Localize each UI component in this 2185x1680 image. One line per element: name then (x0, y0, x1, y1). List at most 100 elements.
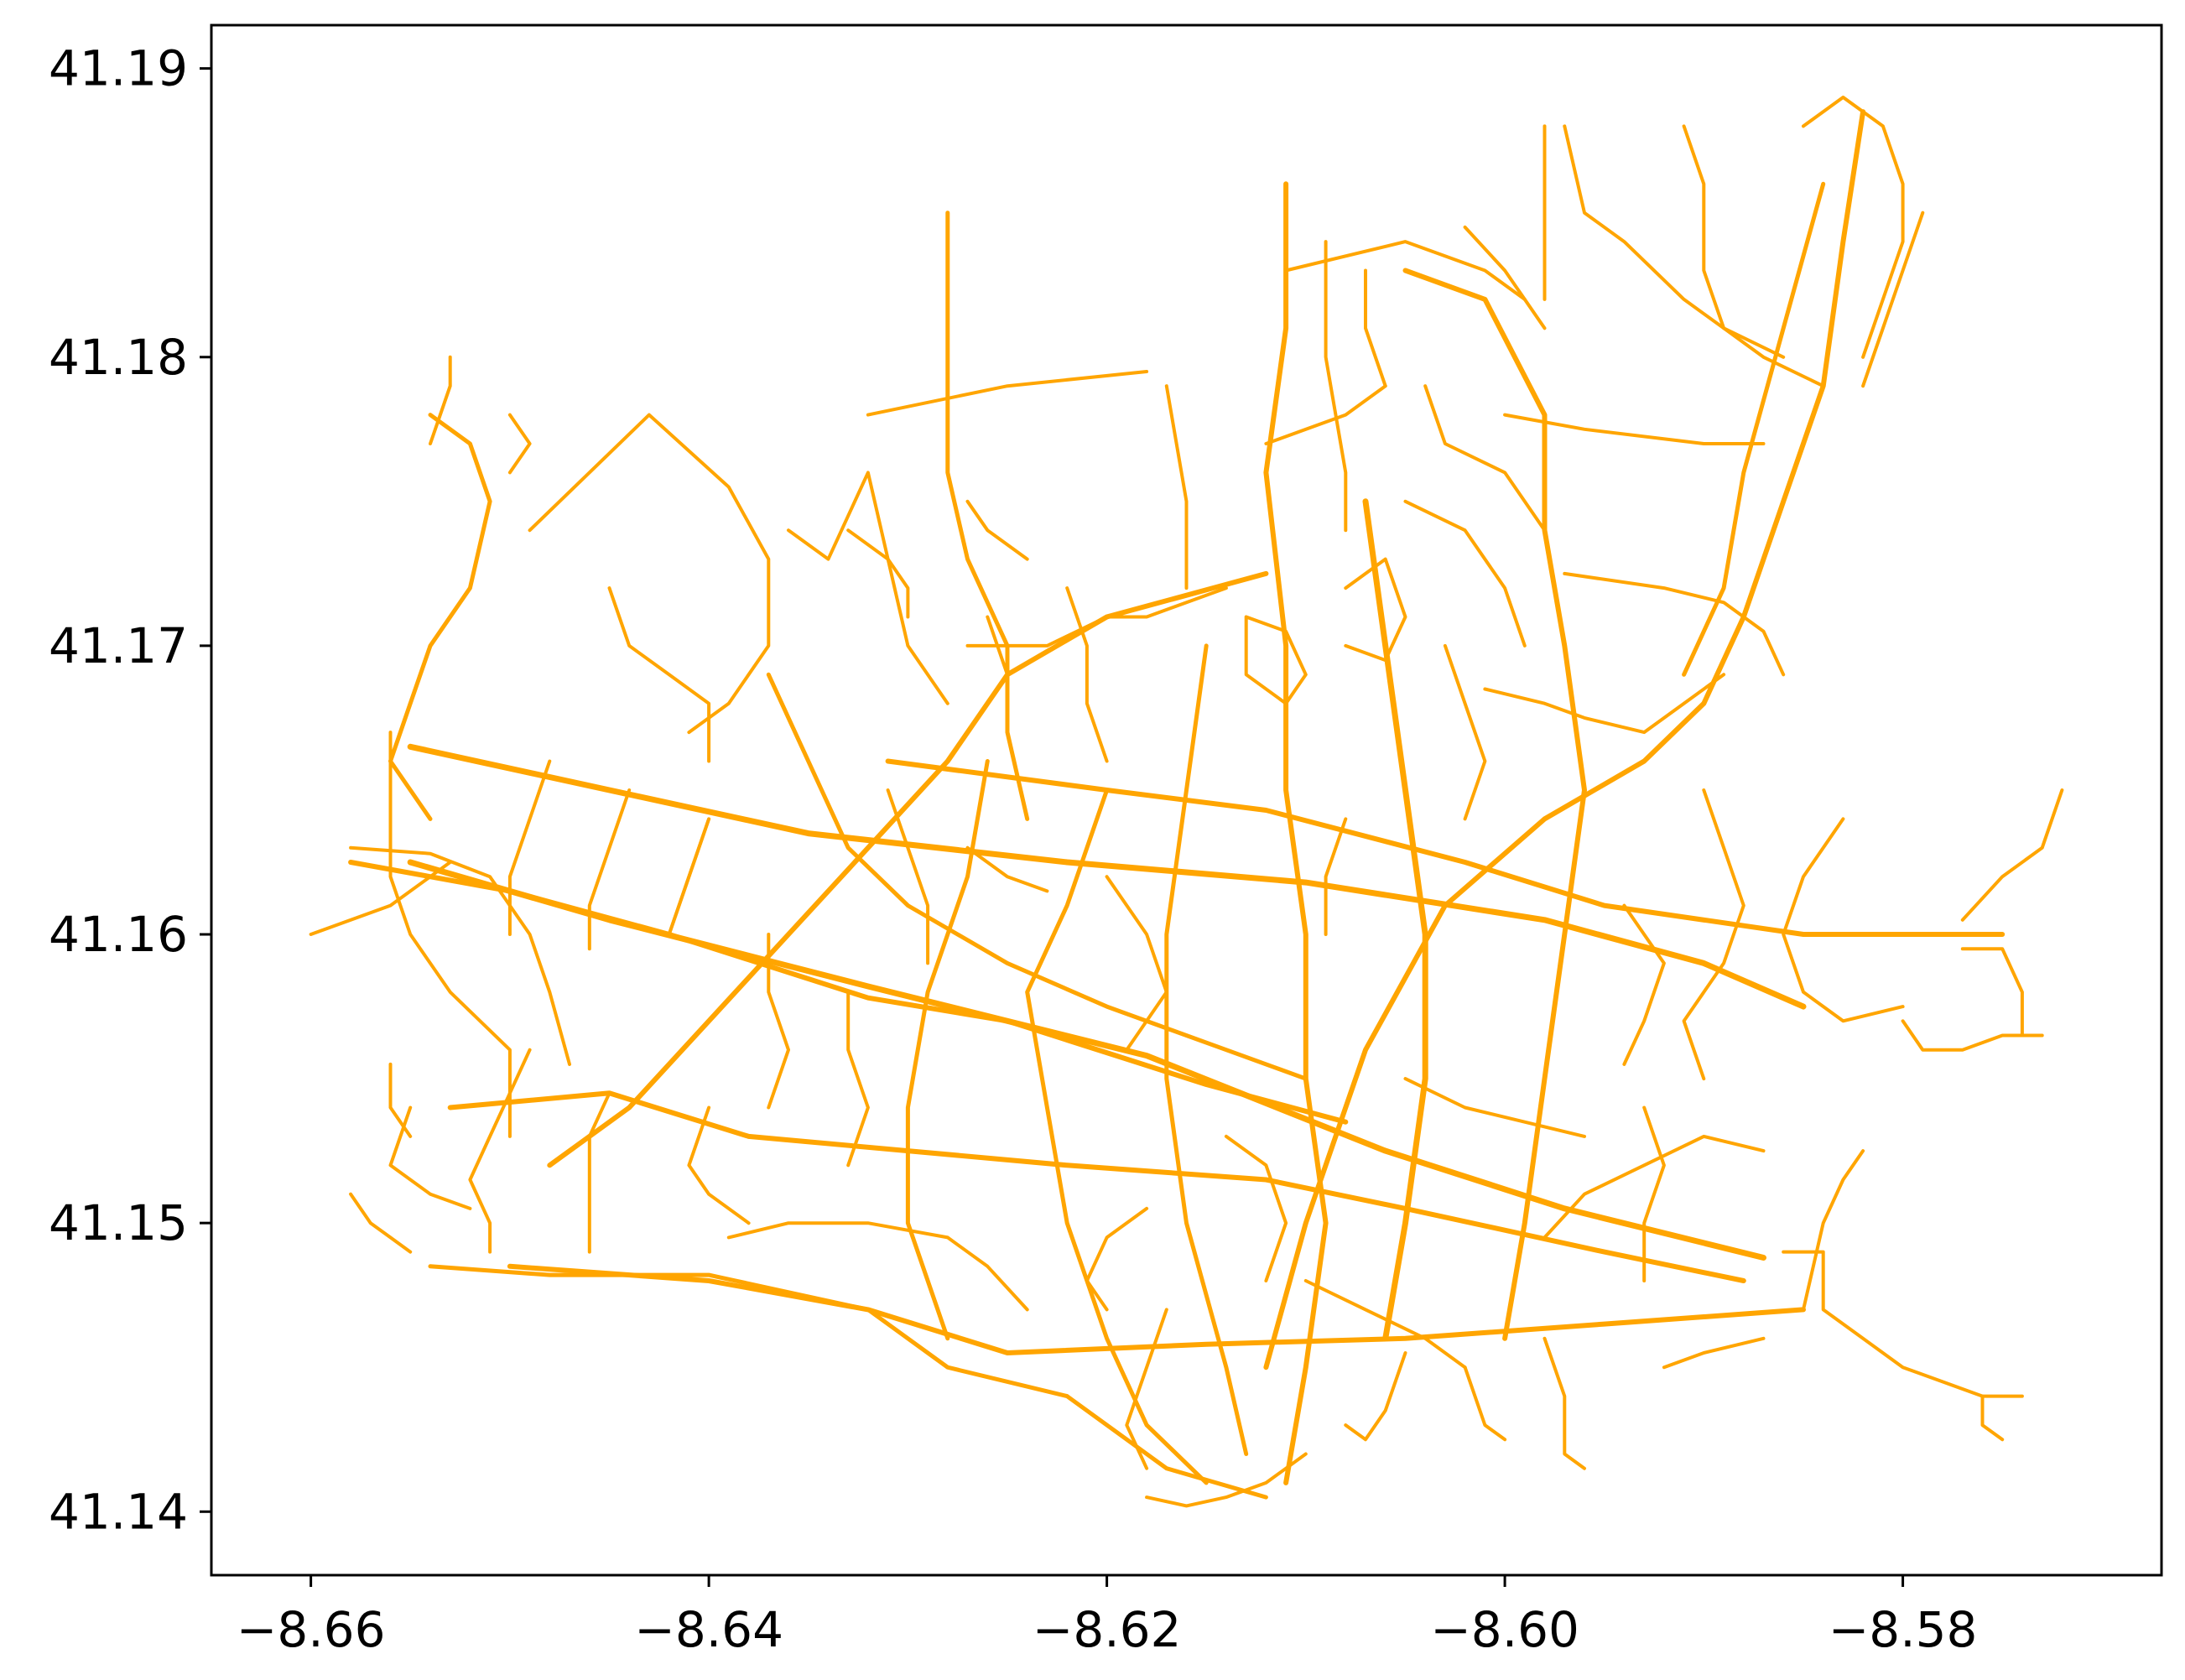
trajectory-line-34 (1563, 124, 1825, 388)
trajectory-line-46 (1960, 788, 2064, 922)
trajectory-line-20 (309, 861, 452, 936)
trajectory-line-50 (1980, 1394, 2005, 1442)
trajectory-line-6 (428, 1264, 1268, 1500)
trajectory-line-24 (787, 471, 949, 705)
trajectory-line-45 (1960, 947, 2024, 1038)
trajectory-line-67 (507, 759, 552, 936)
trajectory-line-68 (587, 788, 632, 951)
trajectory-line-86 (1303, 1279, 1467, 1370)
plot-frame (210, 23, 2163, 1577)
trajectory-line-54 (1622, 903, 1666, 1066)
trajectory-line-10 (1263, 109, 1866, 1371)
trajectory-line-41 (1563, 571, 1786, 677)
trajectory-line-16 (766, 672, 1308, 1081)
trajectory-line-60 (1085, 1206, 1149, 1312)
trajectory-line-83 (1324, 817, 1348, 936)
trajectory-line-26 (1164, 384, 1189, 590)
trajectory-line-28 (1324, 240, 1348, 533)
trajectory-line-21 (388, 731, 512, 1138)
trajectory-line-9 (1402, 268, 1587, 1341)
x-tick-label-2: −8.62 (1033, 1601, 1182, 1658)
y-tick-label-3: 41.17 (49, 617, 188, 674)
trajectory-line-8 (1362, 498, 1428, 1342)
trajectory-line-23 (965, 586, 1228, 648)
trajectory-lines (309, 96, 2064, 1508)
trajectory-line-36 (1802, 96, 1905, 359)
trajectory-line-13 (1025, 788, 1209, 1485)
x-tick-label-1: −8.64 (634, 1601, 783, 1658)
trajectory-line-88 (965, 845, 1049, 893)
trajectory-line-17 (388, 413, 492, 821)
trajectory-line-53 (1642, 1105, 1666, 1282)
trajectory-line-52 (1662, 1336, 1766, 1370)
x-tick-label-4: −8.58 (1829, 1601, 1978, 1658)
x-axis-ticks: −8.66 −8.64 −8.62 −8.60 −8.58 (237, 1575, 1978, 1658)
trajectory-line-30 (1503, 413, 1766, 445)
trajectory-line-37 (1861, 211, 1925, 388)
trajectory-line-25 (866, 370, 1149, 417)
trajectory-line-40 (1364, 268, 1387, 388)
y-tick-label-4: 41.18 (49, 329, 188, 386)
trajectory-line-58 (1145, 1452, 1308, 1508)
trajectory-line-56 (1463, 1365, 1507, 1442)
trajectory-line-15 (1164, 643, 1249, 1456)
trajectory-line-82 (1443, 643, 1487, 821)
trajectory-line-59 (1125, 1308, 1168, 1470)
trajectory-line-70 (667, 817, 711, 936)
trajectory-line-77 (429, 355, 452, 445)
y-tick-label-0: 41.14 (49, 1483, 188, 1540)
trajectory-line-12 (547, 570, 1269, 1168)
trajectory-line-44 (1782, 817, 1905, 1023)
trajectory-line-63 (468, 1048, 532, 1254)
trajectory-line-84 (1403, 1077, 1586, 1138)
trajectory-line-42 (1483, 673, 1726, 735)
trajectory-line-51 (1802, 1149, 1865, 1312)
trajectory-line-72 (846, 990, 870, 1168)
y-tick-label-2: 41.16 (49, 906, 188, 963)
trajectory-line-27 (1284, 240, 1527, 301)
trajectory-line-57 (1344, 1351, 1407, 1442)
y-tick-label-5: 41.19 (49, 40, 188, 97)
trajectory-line-65 (349, 1192, 413, 1254)
trajectory-line-61 (726, 1221, 1029, 1312)
trajectory-line-29 (1423, 384, 1547, 533)
trajectory-line-18 (945, 211, 1030, 821)
trajectory-line-76 (507, 413, 532, 475)
trajectory-line-64 (388, 1105, 472, 1210)
trajectory-line-66 (388, 1062, 413, 1138)
trajectory-line-55 (1543, 1336, 1586, 1470)
trajectory-line-32 (1244, 615, 1308, 705)
trajectory-line-49 (1782, 1250, 2024, 1398)
trajectory-line-89 (886, 788, 930, 965)
trajectory-line-14 (905, 759, 990, 1341)
trajectory-line-1 (407, 743, 1807, 1010)
trajectory-line-47 (1901, 1019, 2044, 1052)
trajectory-line-79 (1065, 586, 1109, 763)
y-tick-label-1: 41.15 (49, 1194, 188, 1251)
trajectory-line-43 (1682, 788, 1745, 1081)
trajectory-line-48 (1543, 1134, 1766, 1240)
trajectory-line-5 (507, 1263, 1806, 1355)
trajectory-line-78 (846, 528, 910, 619)
trajectory-line-80 (965, 499, 1029, 561)
y-axis-ticks: 41.14 41.15 41.16 41.17 41.18 41.19 (49, 40, 211, 1540)
trajectory-line-31 (1403, 499, 1527, 648)
x-tick-label-0: −8.66 (237, 1601, 386, 1658)
trajectory-line-73 (687, 1105, 751, 1225)
trajectory-line-75 (607, 586, 711, 763)
trajectory-line-35 (1682, 124, 1786, 359)
trajectory-line-4 (447, 1090, 1746, 1283)
trajectory-line-74 (986, 615, 1009, 705)
trajectory-line-11 (1682, 181, 1826, 677)
trajectory-line-33 (1344, 557, 1407, 663)
trajectory-line-81 (1264, 384, 1387, 445)
x-tick-label-3: −8.60 (1430, 1601, 1579, 1658)
trajectory-line-62 (587, 1091, 611, 1254)
trajectory-line-39 (1463, 225, 1547, 330)
trajectory-line-22 (528, 413, 771, 735)
trajectory-line-85 (1224, 1134, 1288, 1282)
trajectory-line-71 (767, 933, 790, 1110)
trajectory-line-7 (1263, 181, 1329, 1485)
trajectory-line-87 (1105, 875, 1168, 1052)
